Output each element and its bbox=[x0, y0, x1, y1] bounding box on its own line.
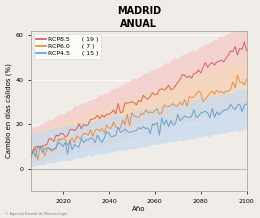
Text: © Agencia Estatal de Meteorología: © Agencia Estatal de Meteorología bbox=[5, 212, 67, 216]
Legend: RCP8.5      ( 19 ), RCP6.0      ( 7 ), RCP4.5      ( 15 ): RCP8.5 ( 19 ), RCP6.0 ( 7 ), RCP4.5 ( 15… bbox=[34, 34, 101, 59]
X-axis label: Año: Año bbox=[132, 206, 146, 213]
Title: MADRID
ANUAL: MADRID ANUAL bbox=[117, 5, 161, 29]
Y-axis label: Cambio en días cálidos (%): Cambio en días cálidos (%) bbox=[5, 63, 12, 158]
